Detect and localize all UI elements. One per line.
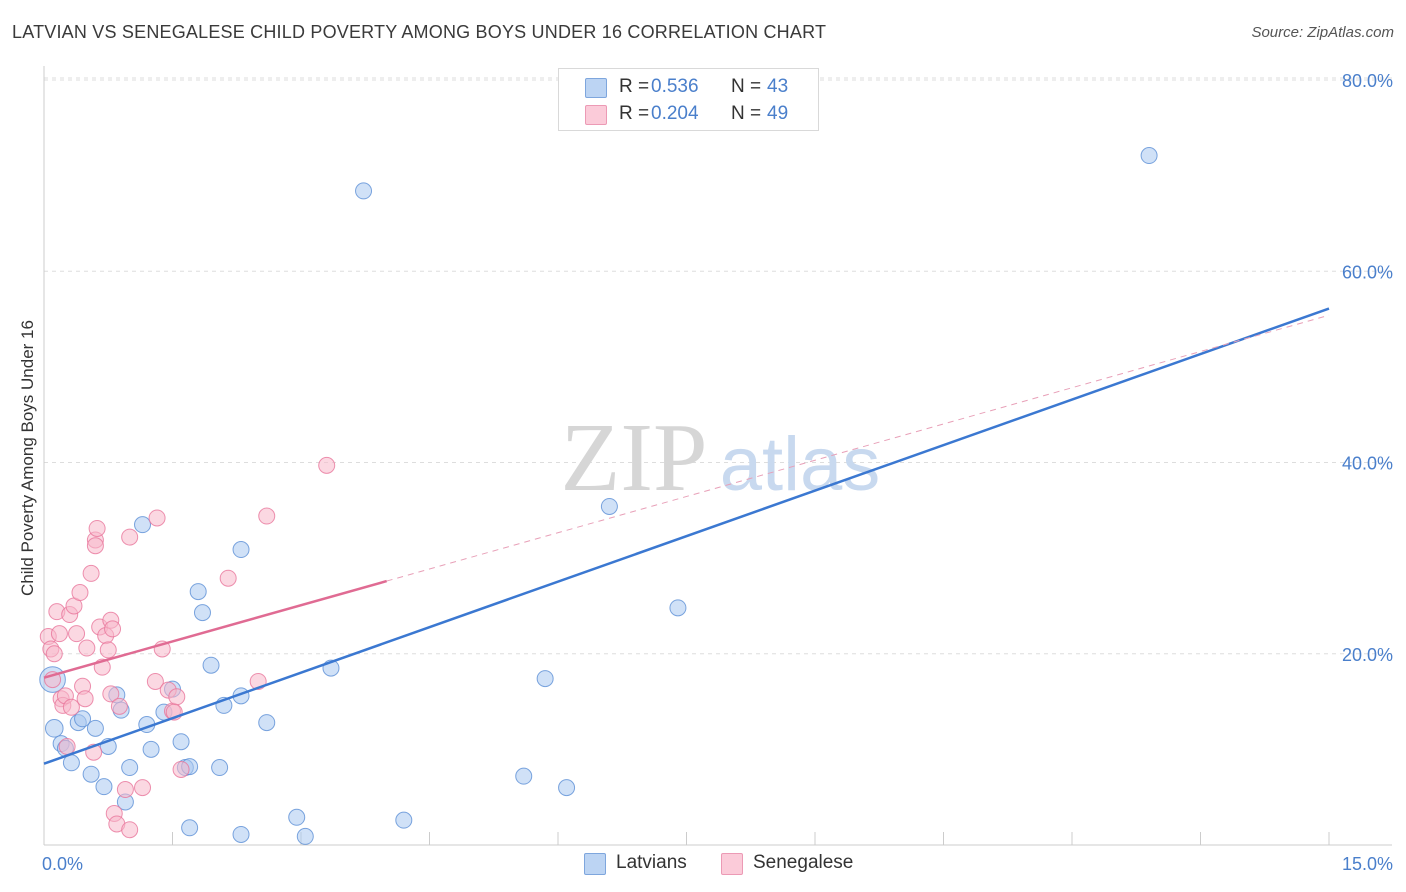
- senegalese-point: [102, 685, 120, 703]
- senegalese-point: [318, 456, 336, 474]
- senegalese-point: [58, 738, 76, 756]
- legend-n-label: N =: [731, 103, 762, 124]
- senegalese-point: [76, 690, 94, 708]
- gridlines: [44, 77, 1392, 655]
- y-tick-label: 80.0%: [1342, 71, 1393, 91]
- legend-n-value: 43: [767, 76, 789, 97]
- latvians-point: [95, 778, 113, 796]
- y-tick-label: 40.0%: [1342, 454, 1393, 474]
- senegalese-point: [121, 821, 139, 839]
- chart-title: LATVIAN VS SENEGALESE CHILD POVERTY AMON…: [12, 22, 827, 42]
- watermark: ZIP atlas: [561, 404, 881, 512]
- watermark-zip: ZIP: [561, 404, 708, 512]
- latvians-point: [536, 670, 554, 688]
- latvians-point: [515, 767, 533, 785]
- legend: R = 0.536 N = 43 R = 0.204 N = 49: [558, 68, 819, 131]
- latvians-trend-line: [43, 307, 1330, 765]
- legend-swatch-senegalese: [585, 105, 607, 125]
- y-tick-label: 60.0%: [1342, 262, 1393, 282]
- latvians-point: [44, 719, 64, 738]
- senegalese-point: [172, 760, 190, 778]
- senegalese-point: [146, 672, 164, 690]
- senegalese-point: [110, 697, 128, 715]
- legend-r-label: R =: [619, 76, 650, 97]
- latvians-point: [134, 516, 152, 534]
- legend-r-label: R =: [619, 103, 650, 124]
- senegalese-point: [50, 625, 68, 643]
- senegalese-point: [62, 698, 80, 716]
- axes: [43, 66, 1392, 846]
- legend-r-value: 0.536: [651, 76, 699, 97]
- latvians-point: [193, 604, 211, 622]
- latvians-point: [296, 827, 314, 845]
- latvians-point: [669, 599, 687, 617]
- latvians-point: [211, 759, 229, 777]
- senegalese-point: [99, 641, 117, 659]
- senegalese-point: [219, 569, 237, 587]
- x-tick-label: 15.0%: [1342, 854, 1393, 874]
- bottom-legend: Latvians Senegalese: [0, 852, 1406, 878]
- legend-n-value: 49: [767, 103, 789, 124]
- bottom-legend-swatch-latvians: [584, 853, 606, 875]
- latvians-point: [172, 733, 190, 751]
- senegalese-point: [104, 620, 122, 638]
- latvians-point: [232, 825, 250, 843]
- latvians-point: [202, 656, 220, 674]
- senegalese-point: [258, 507, 276, 525]
- senegalese-point: [68, 625, 86, 643]
- y-tick-label: 20.0%: [1342, 645, 1393, 665]
- latvians-point: [1140, 147, 1158, 165]
- latvians-point: [288, 808, 306, 826]
- latvians-point: [121, 759, 139, 777]
- senegalese-point: [121, 528, 139, 546]
- senegalese-point: [134, 779, 152, 797]
- latvians-point: [181, 819, 199, 837]
- senegalese-trend-extension: [386, 314, 1330, 582]
- senegalese-point: [82, 564, 100, 582]
- latvians-point: [558, 779, 576, 797]
- latvians-point: [82, 765, 100, 783]
- latvians-point: [86, 719, 104, 737]
- latvians-point: [74, 710, 92, 728]
- legend-r-value: 0.204: [651, 103, 699, 124]
- senegalese-trend-line: [43, 579, 388, 679]
- latvians-point: [232, 541, 250, 559]
- latvians-point: [395, 811, 413, 829]
- senegalese-point: [86, 537, 104, 555]
- senegalese-point: [168, 688, 186, 706]
- latvians-point: [355, 182, 373, 200]
- senegalese-point: [78, 639, 96, 657]
- latvians-point: [258, 714, 276, 732]
- x-tick-label: 0.0%: [42, 854, 83, 874]
- senegalese-point: [88, 519, 106, 537]
- bottom-legend-label: Latvians: [616, 852, 687, 873]
- source-credit: Source: ZipAtlas.com: [1251, 24, 1394, 41]
- latvians-point: [142, 740, 160, 758]
- bottom-legend-swatch-senegalese: [721, 853, 743, 875]
- senegalese-point: [148, 509, 166, 527]
- senegalese-point: [45, 645, 63, 663]
- latvians-point: [189, 583, 207, 601]
- legend-swatch-latvians: [585, 78, 607, 98]
- senegalese-point: [116, 781, 134, 799]
- bottom-legend-label: Senegalese: [753, 852, 854, 873]
- senegalese-point: [71, 584, 89, 602]
- legend-n-label: N =: [731, 76, 762, 97]
- latvians-point: [600, 497, 618, 515]
